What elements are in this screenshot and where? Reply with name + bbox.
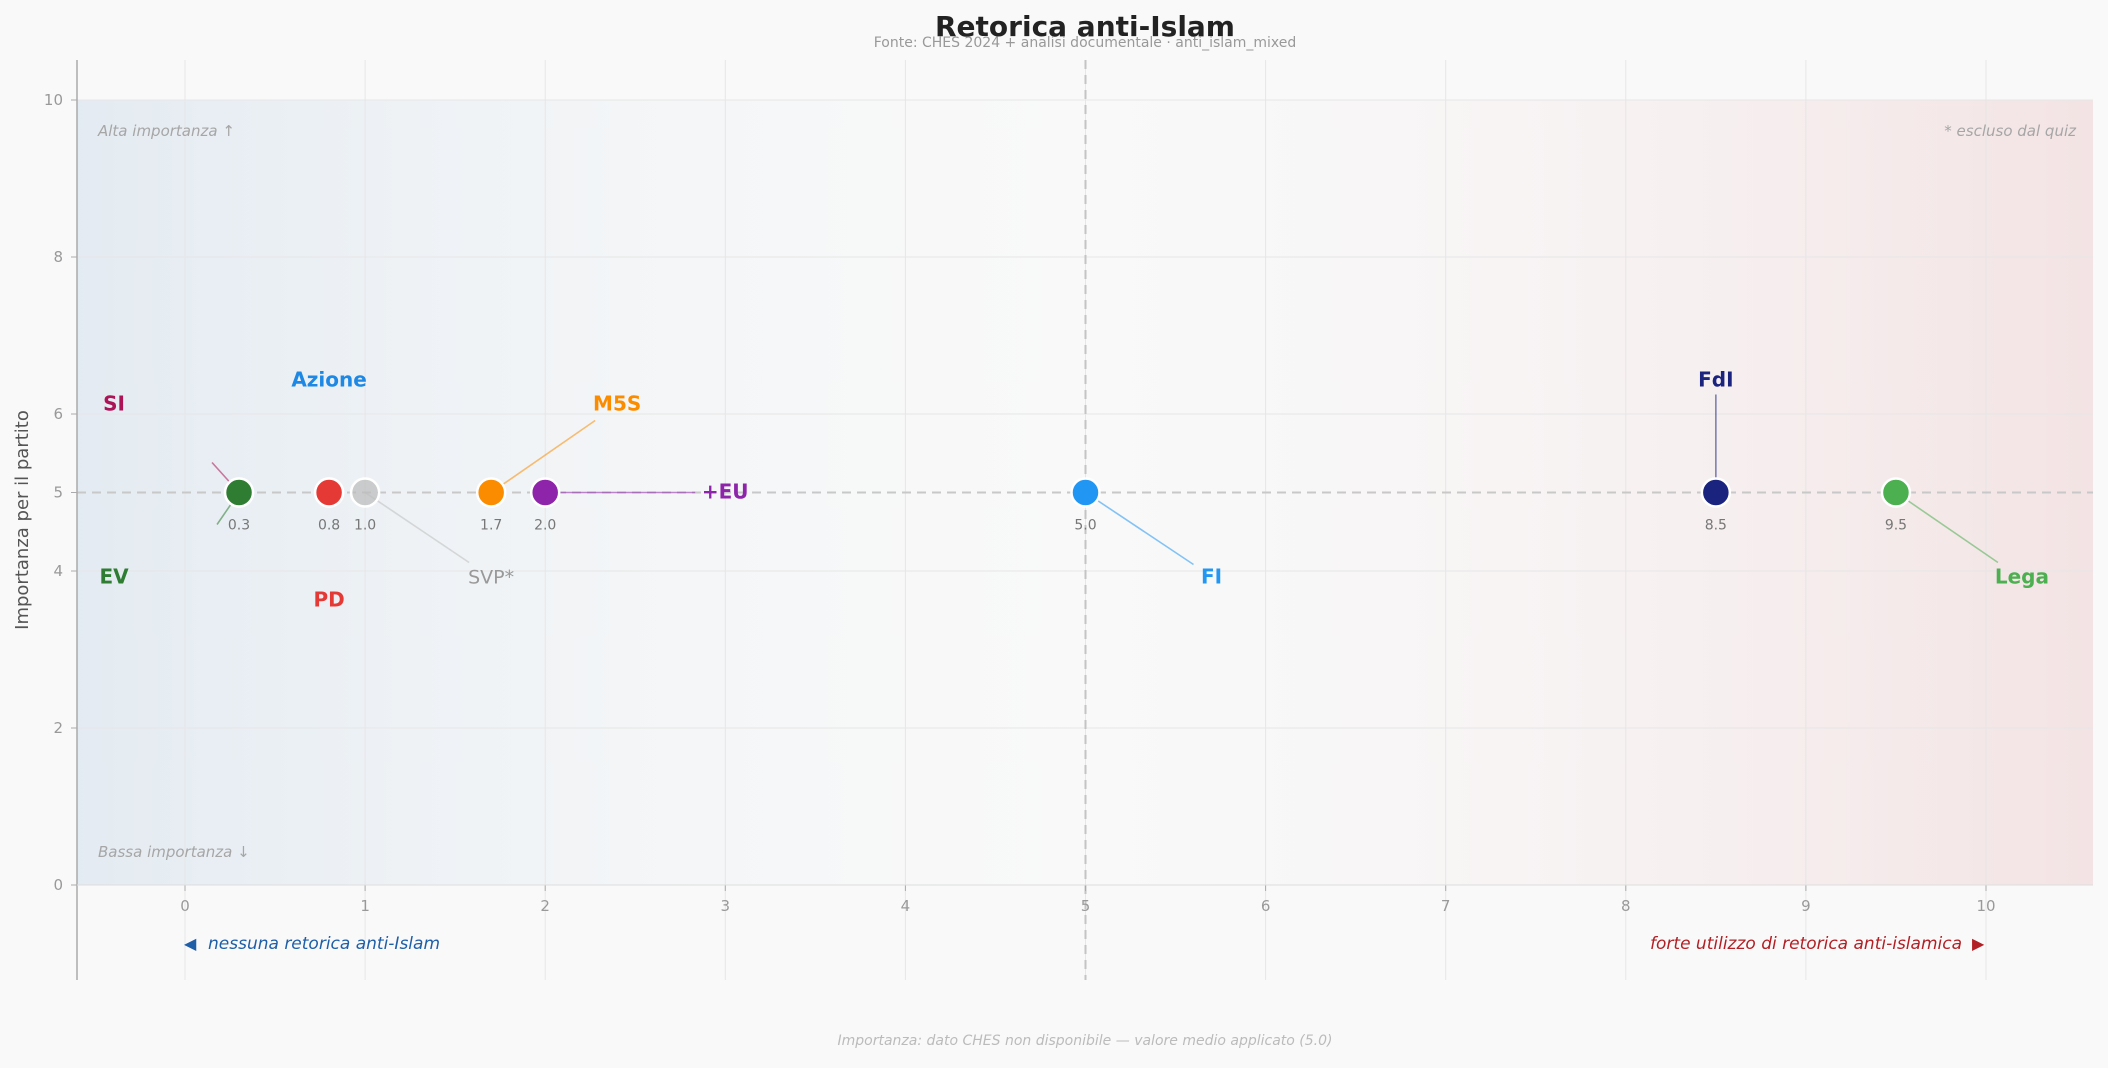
point-fi: [1070, 477, 1101, 508]
party-label-svp: SVP*: [468, 567, 514, 589]
x-tick-label: 7: [1441, 897, 1451, 915]
y-axis-label: Importanza per il partito: [12, 410, 33, 630]
left-axis-note: nessuna retorica anti-Islam: [208, 934, 440, 954]
value-label-svp: 1.0: [354, 518, 376, 534]
leader-line-fi: [1085, 491, 1194, 566]
point-eu: [529, 477, 561, 508]
point-lega: [1880, 477, 1912, 508]
y-tick-label: 8: [53, 248, 63, 266]
x-tick-label: 5: [1081, 897, 1091, 915]
value-label-lega: 9.5: [1885, 518, 1907, 534]
y-tick-label: 5: [53, 484, 63, 502]
point-ev: [223, 477, 255, 508]
point-pd: [313, 477, 345, 508]
point-svp: [349, 477, 381, 508]
corner-top-left: Alta importanza ↑: [97, 122, 235, 140]
axes: 0 1 2 3 4 5 6 7 8 9 10 0 2 4 5 6 8 10: [44, 60, 2093, 980]
leader-line-lega: [1895, 491, 1999, 564]
x-tick-label: 9: [1801, 897, 1811, 915]
x-tick-label: 1: [360, 897, 370, 915]
left-arrow-icon: ◀: [184, 934, 197, 953]
party-label-m5s: M5S: [593, 392, 641, 416]
party-label-si: SI: [103, 392, 125, 416]
x-tick-label: 8: [1621, 897, 1631, 915]
right-axis-note: forte utilizzo di retorica anti-islamica: [1650, 934, 1962, 954]
party-label-lega: Lega: [1995, 565, 2049, 589]
corner-bottom-left: Bassa importanza ↓: [98, 843, 250, 861]
party-label-azione: Azione: [291, 368, 367, 392]
value-label-fdi: 8.5: [1705, 518, 1727, 534]
party-label-pd: PD: [313, 588, 344, 612]
party-label-eu: +EU: [702, 480, 749, 504]
x-tick-label: 2: [540, 897, 550, 915]
y-tick-label: 0: [53, 876, 63, 894]
y-tick-label: 2: [53, 719, 63, 737]
party-label-fdi: FdI: [1698, 368, 1733, 392]
x-tick-label: 3: [721, 897, 731, 915]
chart-subtitle: Fonte: CHES 2024 + analisi documentale ·…: [874, 35, 1297, 51]
party-label-fi: FI: [1201, 565, 1222, 589]
y-tick-label: 10: [44, 91, 63, 109]
value-label-m5s: 1.7: [480, 518, 502, 534]
x-tick-label: 6: [1261, 897, 1271, 915]
party-label-ev: EV: [99, 565, 129, 589]
points: [223, 477, 1912, 508]
point-m5s: [475, 477, 507, 508]
y-tick-label: 6: [53, 405, 63, 423]
leader-line-m5s: [490, 419, 596, 494]
chart-title: Retorica anti-Islam: [935, 10, 1235, 43]
corner-top-right: * escluso dal quiz: [1944, 122, 2077, 140]
point-fdi: [1700, 477, 1732, 508]
footnote: Importanza: dato CHES non disponibile — …: [838, 1033, 1333, 1049]
value-label-si: 0.3: [228, 518, 250, 534]
party-labels: 0.3 SI EV 0.8 Azione PD 1.0 SVP* 1.7 M5S 2.0 +EU 5.0…: [99, 368, 2049, 612]
value-label-eu: 2.0: [534, 518, 556, 534]
y-tick-label: 4: [53, 562, 63, 580]
x-tick-label: 4: [901, 897, 911, 915]
x-tick-label: 10: [1976, 897, 1995, 915]
value-label-azione: 0.8: [318, 518, 340, 534]
value-label-fi: 5.0: [1074, 518, 1096, 534]
right-arrow-icon: ▶: [1972, 934, 1985, 953]
x-tick-label: 0: [180, 897, 190, 915]
leader-line-svp: [364, 491, 470, 564]
